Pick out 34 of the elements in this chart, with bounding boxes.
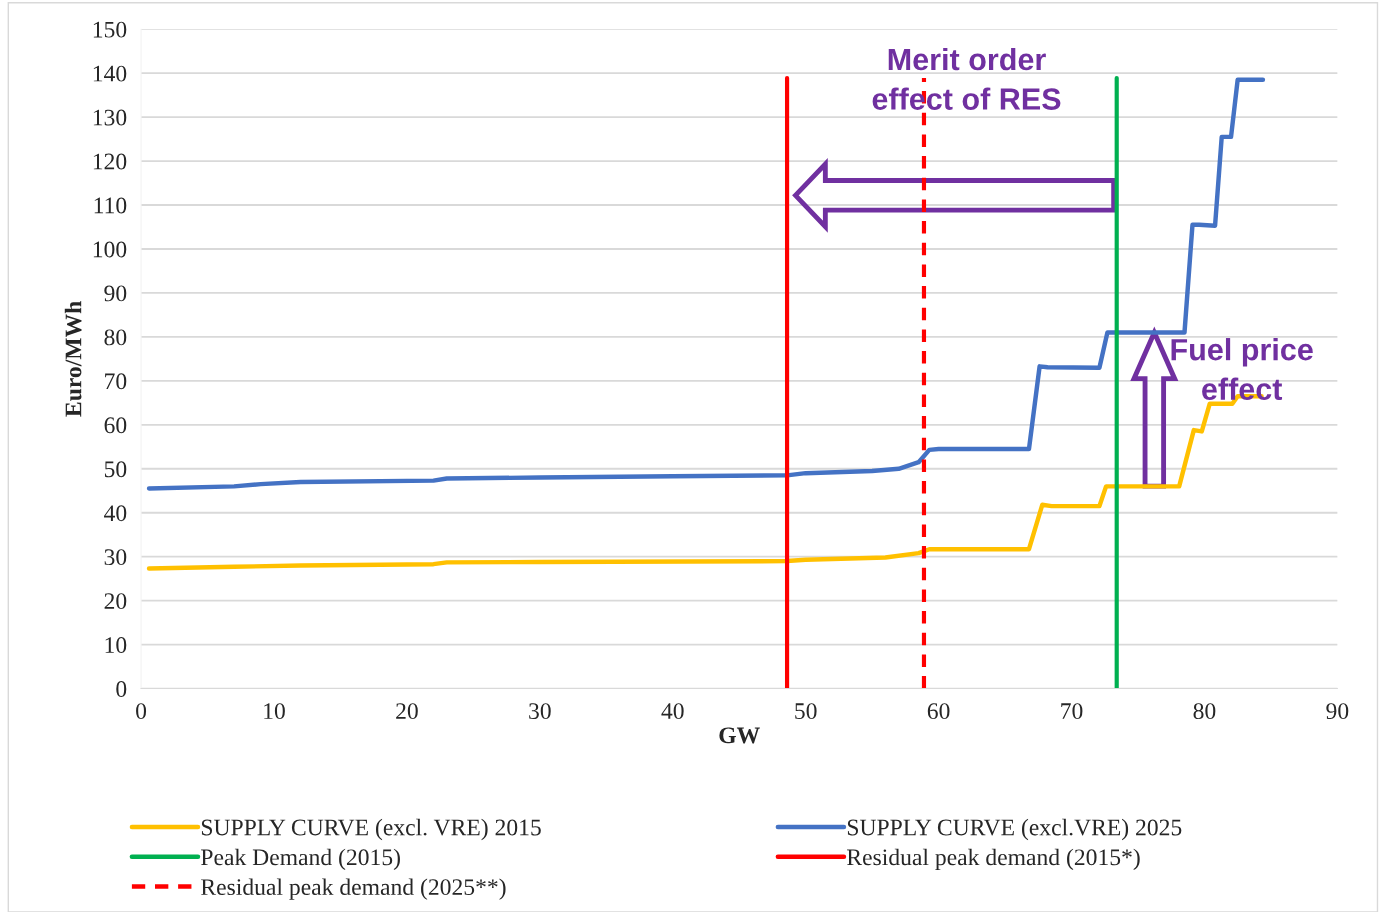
y-tick-label: 100 [93,241,127,258]
x-tick-label: 10 [264,703,285,720]
legend-label: Residual peak demand (2015*) [847,848,1140,871]
y-tick-label: 20 [104,593,127,610]
x-axis-title: GW [719,727,760,744]
y-tick-label: 140 [93,65,127,82]
x-tick-label: 20 [396,703,418,720]
x-tick-label: 0 [136,703,147,720]
y-tick-label: 150 [93,21,127,38]
y-tick-label: 10 [105,637,127,654]
y-tick-label: 110 [94,197,127,214]
x-tick-label: 50 [795,703,817,720]
legend-label: SUPPLY CURVE (excl.VRE) 2025 [847,818,1182,841]
x-tick-label: 40 [661,703,684,720]
y-tick-label: 30 [104,549,127,566]
y-axis-title: Euro/MWh [64,301,82,417]
y-tick-label: 130 [93,109,127,126]
y-tick-label: 70 [105,373,127,390]
x-tick-label: 80 [1193,703,1216,720]
y-tick-label: 0 [116,681,127,697]
legend-label: Peak Demand (2015) [201,848,400,871]
annotation: Fuel price effect [1171,338,1313,401]
y-tick-label: 50 [104,461,127,478]
legend-label: Residual peak demand (2025**) [201,878,506,900]
y-tick-label: 60 [104,417,127,434]
x-tick-label: 60 [927,703,950,720]
x-tick-label: 70 [1061,703,1083,720]
y-tick-label: 40 [104,505,127,522]
x-tick-label: 90 [1326,703,1349,720]
legend-label: SUPPLY CURVE (excl. VRE) 2015 [201,818,541,841]
y-tick-label: 80 [104,329,127,346]
y-tick-label: 90 [104,285,127,302]
y-tick-label: 120 [93,153,127,170]
x-tick-label: 30 [529,703,551,720]
